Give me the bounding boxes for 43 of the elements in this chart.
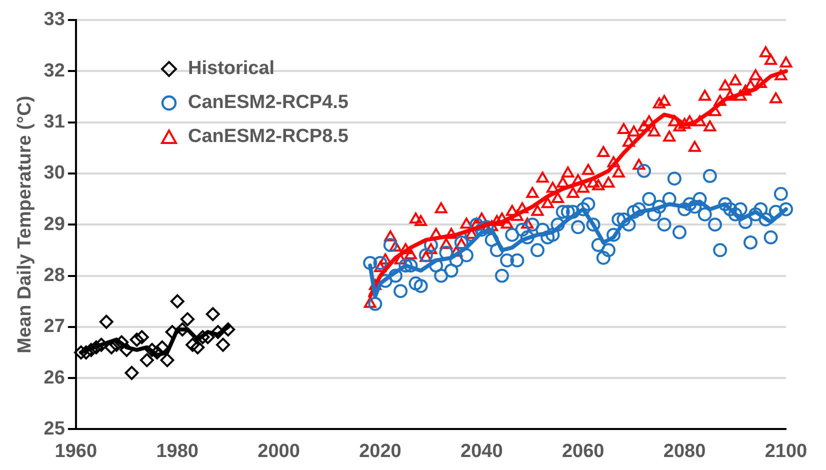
point bbox=[140, 353, 154, 368]
y-tick-label: 28 bbox=[44, 264, 65, 286]
legend-label: Historical bbox=[188, 58, 275, 80]
y-tick-label: 33 bbox=[44, 9, 65, 30]
point bbox=[134, 330, 149, 344]
point bbox=[130, 332, 144, 347]
x-tick-label: 2000 bbox=[258, 440, 300, 462]
point bbox=[99, 314, 114, 329]
point bbox=[160, 353, 174, 368]
point bbox=[221, 322, 236, 336]
y-tick-label: 27 bbox=[44, 316, 65, 338]
x-tick-label: 2020 bbox=[359, 440, 402, 462]
y-tick-label: 26 bbox=[44, 367, 65, 388]
point bbox=[124, 366, 139, 380]
point bbox=[206, 307, 220, 322]
point bbox=[165, 325, 180, 340]
point bbox=[190, 340, 205, 354]
x-tick-label: 2040 bbox=[460, 440, 503, 462]
y-tick-label: 32 bbox=[44, 60, 65, 82]
x-tick-label: 1980 bbox=[156, 440, 199, 462]
point bbox=[216, 338, 230, 352]
point bbox=[186, 338, 200, 352]
point bbox=[120, 342, 134, 357]
legend-label: CanESM2-RCP4.5 bbox=[188, 92, 348, 114]
y-tick-label: 25 bbox=[44, 418, 66, 440]
legend-label: CanESM2-RCP8.5 bbox=[188, 126, 348, 148]
point bbox=[145, 342, 160, 357]
point bbox=[175, 322, 190, 336]
x-tick-label: 1960 bbox=[54, 440, 98, 462]
point bbox=[210, 325, 225, 340]
x-tick-label: 2100 bbox=[764, 440, 808, 462]
point bbox=[114, 335, 129, 350]
y-tick-label: 30 bbox=[44, 162, 65, 184]
x-tick-label: 2060 bbox=[562, 440, 604, 462]
x-tick-label: 2080 bbox=[663, 440, 706, 462]
point bbox=[170, 294, 184, 308]
y-tick-label: 31 bbox=[44, 112, 66, 133]
y-tick-label: 29 bbox=[44, 214, 65, 235]
point bbox=[196, 330, 210, 344]
point bbox=[155, 340, 170, 354]
y-axis-title: Mean Daily Temperature (°C) bbox=[14, 96, 36, 354]
point bbox=[180, 312, 195, 326]
point bbox=[74, 345, 88, 360]
